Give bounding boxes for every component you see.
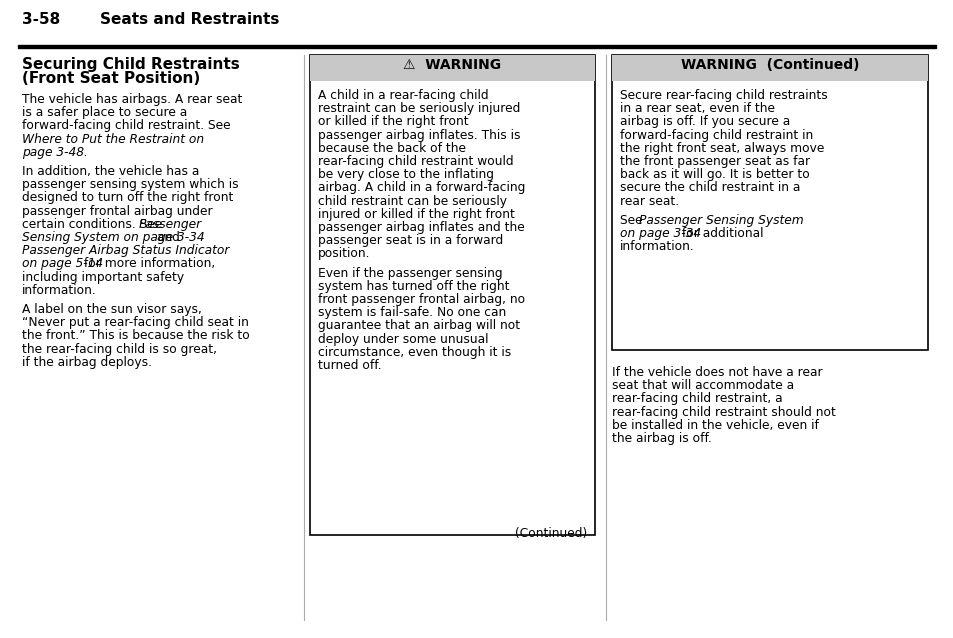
Text: information.: information.: [22, 284, 96, 297]
Bar: [310, 55, 595, 535]
Text: the front.” This is because the risk to: the front.” This is because the risk to: [22, 329, 250, 343]
Text: A label on the sun visor says,: A label on the sun visor says,: [22, 303, 202, 316]
Text: WARNING  (Continued): WARNING (Continued): [680, 58, 859, 72]
Text: “Never put a rear-facing child seat in: “Never put a rear-facing child seat in: [22, 316, 249, 329]
Text: Even if the passenger sensing: Even if the passenger sensing: [317, 267, 502, 279]
Text: rear-facing child restraint, a: rear-facing child restraint, a: [612, 392, 781, 405]
Text: Secure rear-facing child restraints: Secure rear-facing child restraints: [619, 89, 827, 102]
Text: or killed if the right front: or killed if the right front: [317, 115, 468, 128]
Text: airbag. A child in a forward-facing: airbag. A child in a forward-facing: [317, 181, 525, 195]
Text: seat that will accommodate a: seat that will accommodate a: [612, 379, 793, 392]
Text: on page 5-14: on page 5-14: [22, 257, 103, 271]
Text: child restraint can be seriously: child restraint can be seriously: [317, 195, 506, 207]
Text: information.: information.: [619, 240, 694, 253]
Text: the front passenger seat as far: the front passenger seat as far: [619, 155, 809, 168]
Text: be installed in the vehicle, even if: be installed in the vehicle, even if: [612, 419, 818, 432]
Text: passenger frontal airbag under: passenger frontal airbag under: [22, 205, 213, 218]
Text: In addition, the vehicle has a: In addition, the vehicle has a: [22, 165, 199, 178]
Text: position.: position.: [317, 248, 370, 260]
Bar: [612, 55, 927, 350]
Text: including important safety: including important safety: [22, 271, 184, 284]
Text: the right front seat, always move: the right front seat, always move: [619, 142, 823, 155]
Text: back as it will go. It is better to: back as it will go. It is better to: [619, 168, 809, 181]
Text: (Continued): (Continued): [515, 527, 586, 540]
Text: injured or killed if the right front: injured or killed if the right front: [317, 208, 515, 221]
Text: and: and: [152, 231, 179, 244]
Bar: [18, 45, 935, 48]
Text: passenger airbag inflates. This is: passenger airbag inflates. This is: [317, 129, 520, 142]
Text: restraint can be seriously injured: restraint can be seriously injured: [317, 102, 519, 115]
Text: passenger sensing system which is: passenger sensing system which is: [22, 178, 238, 191]
Bar: [612, 55, 927, 81]
Text: forward-facing child restraint. See: forward-facing child restraint. See: [22, 119, 231, 133]
Text: 3-58: 3-58: [22, 12, 60, 27]
Text: rear seat.: rear seat.: [619, 195, 679, 207]
Text: Passenger: Passenger: [138, 218, 201, 231]
Text: system is fail-safe. No one can: system is fail-safe. No one can: [317, 306, 506, 319]
Text: is a safer place to secure a: is a safer place to secure a: [22, 106, 187, 119]
Text: A child in a rear-facing child: A child in a rear-facing child: [317, 89, 488, 102]
Text: See: See: [619, 214, 646, 226]
Text: for more information,: for more information,: [80, 257, 215, 271]
Text: in a rear seat, even if the: in a rear seat, even if the: [619, 102, 774, 115]
Text: front passenger frontal airbag, no: front passenger frontal airbag, no: [317, 293, 524, 306]
Text: rear-facing child restraint should not: rear-facing child restraint should not: [612, 406, 835, 419]
Text: (Front Seat Position): (Front Seat Position): [22, 71, 200, 86]
Text: forward-facing child restraint in: forward-facing child restraint in: [619, 129, 812, 142]
Text: Where to Put the Restraint on: Where to Put the Restraint on: [22, 133, 204, 145]
Text: airbag is off. If you secure a: airbag is off. If you secure a: [619, 115, 789, 128]
Text: page 3-48.: page 3-48.: [22, 146, 88, 159]
Text: on page 3-34: on page 3-34: [619, 227, 700, 240]
Text: passenger seat is in a forward: passenger seat is in a forward: [317, 234, 503, 247]
Text: ⚠  WARNING: ⚠ WARNING: [403, 58, 501, 72]
Text: circumstance, even though it is: circumstance, even though it is: [317, 346, 511, 359]
Text: If the vehicle does not have a rear: If the vehicle does not have a rear: [612, 366, 821, 379]
Text: if the airbag deploys.: if the airbag deploys.: [22, 356, 152, 369]
Text: Seats and Restraints: Seats and Restraints: [100, 12, 279, 27]
Bar: [310, 55, 595, 81]
Text: the rear-facing child is so great,: the rear-facing child is so great,: [22, 343, 216, 355]
Text: secure the child restraint in a: secure the child restraint in a: [619, 181, 800, 195]
Text: because the back of the: because the back of the: [317, 142, 465, 155]
Text: system has turned off the right: system has turned off the right: [317, 280, 509, 293]
Text: The vehicle has airbags. A rear seat: The vehicle has airbags. A rear seat: [22, 93, 242, 106]
Text: rear-facing child restraint would: rear-facing child restraint would: [317, 155, 513, 168]
Text: passenger airbag inflates and the: passenger airbag inflates and the: [317, 221, 524, 234]
Text: designed to turn off the right front: designed to turn off the right front: [22, 191, 233, 204]
Text: be very close to the inflating: be very close to the inflating: [317, 168, 494, 181]
Text: Sensing System on page 3-34: Sensing System on page 3-34: [22, 231, 204, 244]
Text: Securing Child Restraints: Securing Child Restraints: [22, 57, 239, 72]
Text: the airbag is off.: the airbag is off.: [612, 432, 711, 445]
Text: turned off.: turned off.: [317, 359, 381, 372]
Text: deploy under some unusual: deploy under some unusual: [317, 332, 488, 346]
Text: guarantee that an airbag will not: guarantee that an airbag will not: [317, 320, 519, 332]
Text: Passenger Sensing System: Passenger Sensing System: [639, 214, 803, 226]
Text: certain conditions. See: certain conditions. See: [22, 218, 166, 231]
Text: Passenger Airbag Status Indicator: Passenger Airbag Status Indicator: [22, 244, 229, 257]
Text: for additional: for additional: [678, 227, 763, 240]
